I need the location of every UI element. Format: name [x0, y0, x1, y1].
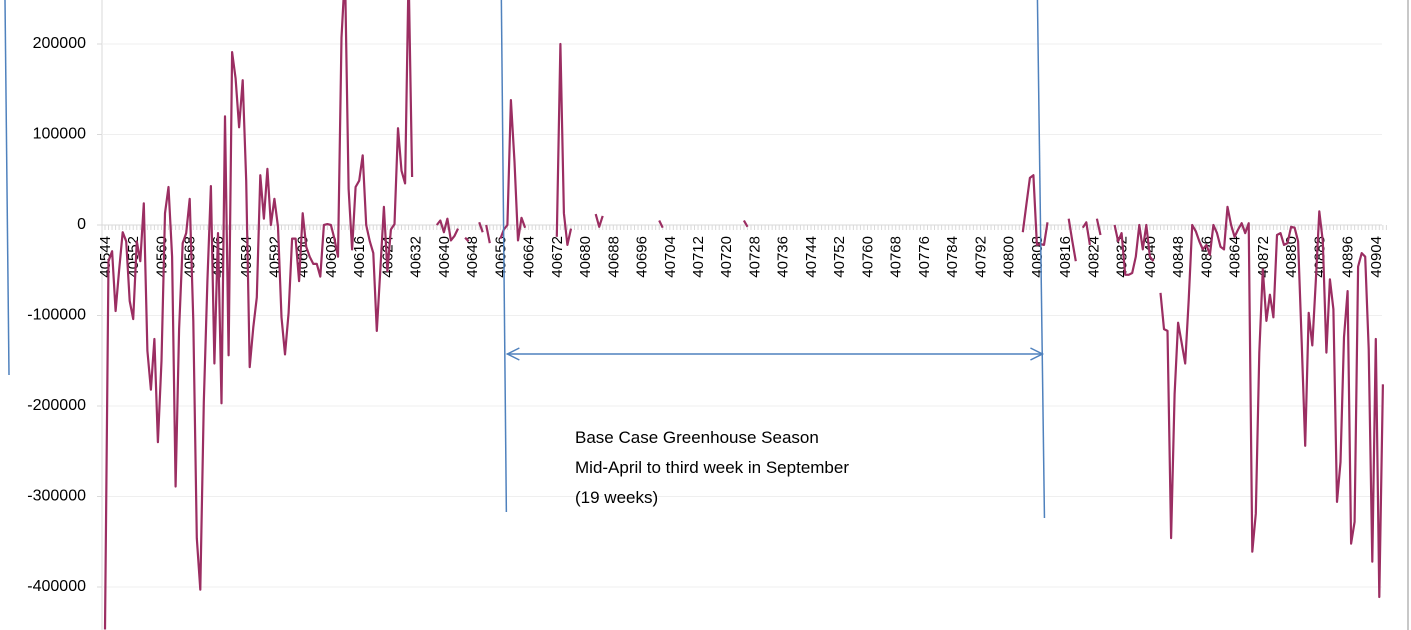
x-tick-label: 40744	[803, 236, 820, 278]
season-annotation-text: Base Case Greenhouse Season Mid-April to…	[575, 423, 849, 513]
season-start-line	[500, 0, 508, 513]
x-tick-label: 40632	[408, 236, 425, 278]
annotation-line-2: Mid-April to third week in September	[575, 458, 850, 477]
x-tick-label: 40872	[1255, 236, 1272, 278]
series-line-segment	[103, 0, 414, 630]
x-tick-label: 40696	[634, 236, 651, 278]
series-line-segment	[1159, 205, 1384, 599]
y-tick-label: -100000	[27, 307, 86, 324]
y-tick-label: -200000	[27, 397, 86, 414]
series-line-segment	[435, 217, 459, 242]
gridlines	[101, 0, 1409, 630]
y-tick-label: 0	[77, 216, 86, 233]
series-line-segment	[1021, 174, 1049, 246]
x-tick-label: 40832	[1114, 236, 1131, 278]
annotation-line-3: (19 weeks)	[575, 488, 659, 507]
x-tick-label: 40784	[944, 236, 961, 278]
x-tick-label: 40768	[888, 236, 905, 278]
series-line-segment	[658, 220, 664, 229]
x-tick-label: 40824	[1085, 236, 1102, 278]
series-line-segment	[1067, 218, 1077, 262]
arrowhead-right-icon	[1030, 347, 1045, 361]
x-tick-label: 40776	[916, 236, 933, 278]
x-tick-label: 40680	[577, 236, 594, 278]
x-tick-label: 40888	[1311, 236, 1328, 278]
x-tick-label: 40752	[831, 236, 848, 278]
x-tick-label: 40816	[1057, 236, 1074, 278]
series-line-segment	[1113, 223, 1155, 276]
x-tick-label: 40712	[690, 236, 707, 278]
x-tick-label: 40800	[1001, 236, 1018, 278]
x-tick-label: 40560	[153, 236, 170, 278]
x-tick-label: 40728	[746, 236, 763, 278]
series-line-segment	[1095, 218, 1102, 236]
x-tick-label: 40736	[775, 236, 792, 278]
annotation-line-1: Base Case Greenhouse Season	[575, 428, 819, 447]
x-tick-label: 40864	[1227, 236, 1244, 278]
x-tick-label: 40664	[521, 236, 538, 278]
series-line-segment	[485, 224, 491, 244]
series-line-segment	[478, 221, 484, 233]
y-tick-label: -300000	[27, 488, 86, 505]
series-line-segment	[555, 42, 573, 246]
series-line-segment	[464, 236, 470, 243]
arrowhead-left-icon	[505, 347, 520, 361]
x-tick-label: 40568	[182, 236, 199, 278]
series-line-segment	[1081, 221, 1091, 246]
y-tick-label: 200000	[33, 35, 86, 52]
x-tick-label: 40592	[266, 236, 283, 278]
x-tick-label: 40792	[972, 236, 989, 278]
x-tick-label: 40896	[1340, 236, 1357, 278]
x-tick-label: 40648	[464, 236, 481, 278]
x-tick-label: 40640	[436, 236, 453, 278]
x-tick-label: 40720	[718, 236, 735, 278]
x-tick-label: 40704	[662, 236, 679, 278]
y-tick-label: -400000	[27, 578, 86, 595]
x-tick-label: 40904	[1368, 236, 1385, 278]
x-tick-label: 40672	[549, 236, 566, 278]
x-tick-label: 40656	[492, 236, 509, 278]
season-end-line	[1036, 0, 1046, 519]
x-tick-label: 40760	[859, 236, 876, 278]
x-tick-label: 40848	[1170, 236, 1187, 278]
x-tick-label: 40688	[605, 236, 622, 278]
series-line-segment	[594, 213, 604, 228]
annotation-line-left	[4, 0, 10, 376]
x-tick-label: 40544	[97, 236, 114, 278]
x-tick-label: 40880	[1283, 236, 1300, 278]
x-tick-label: 40616	[351, 236, 368, 278]
y-tick-label: 100000	[33, 126, 86, 143]
series-line-segment	[742, 219, 749, 228]
season-annotation	[4, 0, 1046, 519]
data-series	[103, 0, 1384, 630]
y-axis: 200000 100000 0 -100000 -200000 -300000 -40000…	[27, 35, 102, 595]
series-line-segment	[499, 98, 527, 242]
